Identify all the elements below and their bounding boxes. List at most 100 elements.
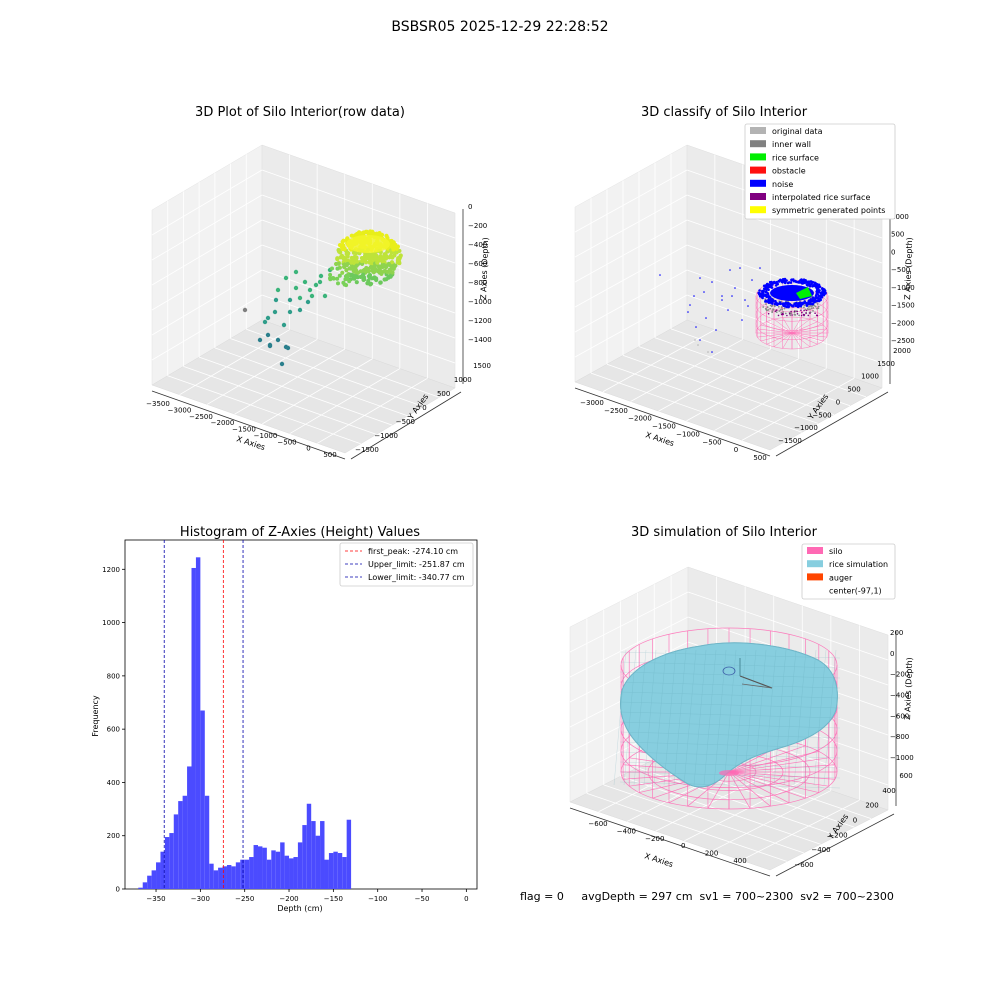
panel3-histogram-bar bbox=[164, 837, 170, 889]
panel2-rice-surface bbox=[796, 287, 812, 299]
panel2-z-tick-label: 500 bbox=[891, 231, 904, 239]
panel4-x-axis-line bbox=[569, 807, 771, 877]
panel4-silo-line bbox=[707, 771, 730, 809]
panel1-raw-point bbox=[242, 307, 248, 313]
panel3-x-tick-label: 0 bbox=[464, 895, 468, 903]
panel2-floor-pane bbox=[574, 319, 883, 451]
panel2-interpolated-point bbox=[803, 314, 805, 317]
panel2-original-point bbox=[789, 314, 792, 317]
panel3-histogram-bar bbox=[297, 842, 303, 889]
panel2-noise-point bbox=[786, 303, 789, 306]
panel2-noise-point bbox=[812, 284, 815, 288]
panel2-silo-line bbox=[791, 328, 827, 334]
panel3-histogram-bar bbox=[169, 833, 174, 889]
panel2-noise-point bbox=[796, 281, 800, 284]
panel2-original-point bbox=[771, 310, 774, 313]
panel3-histogram-bar bbox=[280, 842, 285, 889]
panel2-interpolated-point bbox=[774, 310, 777, 313]
panel1-raw-point bbox=[309, 293, 315, 299]
panel2-legend-swatch bbox=[750, 140, 766, 148]
panel1-raw-point bbox=[346, 273, 351, 278]
panel2-original-point bbox=[762, 306, 765, 308]
panel1-gridline bbox=[289, 368, 401, 434]
panel1-z-tick-label: −400 bbox=[468, 241, 487, 249]
panel3-x-tick-label: −350 bbox=[146, 895, 165, 903]
panel4-rice-mesh-line bbox=[619, 661, 841, 669]
panel4-silo-line bbox=[728, 745, 806, 773]
panel2-legend-swatch bbox=[750, 193, 766, 200]
panel2-original-point bbox=[694, 339, 696, 341]
panel1-gridline bbox=[179, 329, 290, 396]
panel2-original-point bbox=[777, 306, 780, 308]
panel4-rice-mesh-line bbox=[663, 649, 677, 786]
panel2-interpolated-point bbox=[786, 314, 788, 317]
panel2-y-tick-label: 2000 bbox=[893, 347, 911, 355]
panel2-noise-point bbox=[776, 302, 779, 306]
panel4-rice-mesh-line bbox=[619, 711, 841, 719]
panel4-y-tick-label: −600 bbox=[794, 861, 813, 869]
panel2-original-point bbox=[778, 310, 781, 312]
panel2-noise-point bbox=[774, 299, 777, 303]
panel3-histogram-bar bbox=[195, 557, 201, 889]
panel4-legend-label: silo bbox=[829, 547, 843, 556]
panel4-x-tick-label: −200 bbox=[645, 835, 664, 843]
panel2-3d-classify-plot: −3000−2500−2000−1500−1000−5000500−1500−1… bbox=[574, 123, 915, 462]
panel1-raw-point bbox=[313, 282, 319, 288]
panel1-surface-point bbox=[378, 254, 383, 259]
panel2-gridline bbox=[654, 337, 851, 407]
panel2-noise-point bbox=[761, 296, 764, 300]
panel1-surface-point bbox=[393, 242, 398, 247]
panel3-histogram-bar bbox=[315, 835, 321, 889]
panel4-legend-swatch bbox=[807, 547, 823, 554]
panel2-noise-point bbox=[808, 300, 811, 304]
panel1-surface-point bbox=[348, 266, 354, 271]
panel1-gridline bbox=[151, 194, 263, 261]
panel1-surface-point bbox=[337, 243, 343, 248]
panel1-surface-point bbox=[354, 263, 359, 268]
panel2-noise-point bbox=[699, 339, 701, 341]
panel1-surface-point bbox=[375, 260, 380, 265]
panel4-x-tick-label: 200 bbox=[705, 850, 718, 858]
panel2-noise-point bbox=[715, 329, 717, 331]
panel3-histogram-bar bbox=[218, 867, 223, 889]
panel2-noise-point bbox=[693, 295, 695, 297]
panel2-noise-point bbox=[796, 303, 800, 307]
panel3-histogram-bar bbox=[222, 866, 227, 889]
panel2-silo-line bbox=[782, 317, 793, 334]
panel1-surface-point bbox=[389, 260, 395, 265]
panel1-surface-point bbox=[361, 272, 366, 277]
panel3-y-tick-label: 1200 bbox=[102, 566, 120, 574]
panel4-z-tick-label: −800 bbox=[890, 733, 909, 741]
panel4-rice-mesh-line bbox=[723, 649, 737, 786]
panel1-surface-point bbox=[355, 259, 360, 264]
panel2-original-point bbox=[773, 305, 776, 308]
panel2-gridline bbox=[686, 358, 799, 422]
panel3-histogram-bar bbox=[182, 795, 188, 889]
panel1-x-tick-label: −1500 bbox=[232, 426, 256, 434]
panel2-original-point bbox=[803, 306, 805, 309]
panel1-surface-point bbox=[342, 262, 347, 267]
panel2-gridline bbox=[574, 219, 688, 283]
panel1-gridline bbox=[230, 338, 424, 407]
panel4-rice-mesh-line bbox=[619, 651, 841, 659]
panel2-gridline bbox=[590, 372, 787, 442]
panel1-z-tick-label: −600 bbox=[468, 260, 487, 268]
panel4-silo-floor-center bbox=[719, 770, 739, 776]
panel2-original-point bbox=[806, 307, 809, 310]
panel2-noise-point bbox=[813, 300, 816, 304]
panel2-noise-point bbox=[793, 302, 796, 306]
panel4-rice-mesh-line bbox=[673, 649, 687, 786]
panel2-noise-point bbox=[689, 304, 691, 306]
panel1-raw-point bbox=[336, 281, 340, 286]
panel1-z-tick-label: −200 bbox=[468, 222, 487, 230]
panel2-legend-label: rice surface bbox=[772, 153, 819, 162]
panel2-y-tick-label: −500 bbox=[812, 411, 831, 419]
panel1-surface-point bbox=[387, 274, 393, 279]
panel2-original-point bbox=[812, 310, 814, 312]
panel2-original-point bbox=[794, 310, 797, 312]
panel1-surface-point bbox=[398, 253, 403, 258]
panel2-original-point bbox=[808, 305, 811, 308]
panel2-noise-point bbox=[758, 289, 761, 292]
panel2-noise-point bbox=[777, 279, 781, 283]
panel2-gridline bbox=[714, 368, 827, 431]
